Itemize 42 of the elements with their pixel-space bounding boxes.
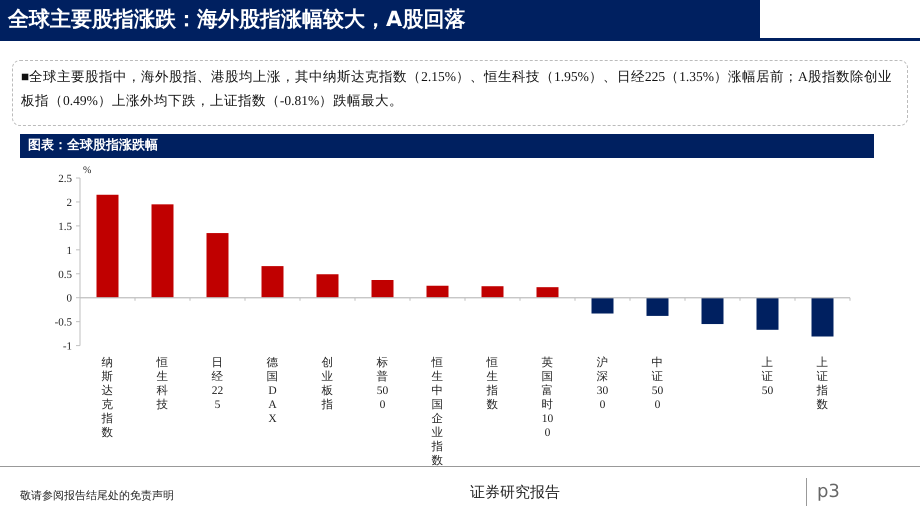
x-tick-label: 创业板指 [320,356,334,412]
bar [372,280,394,298]
bar [426,286,448,298]
bar [206,233,228,298]
y-tick-label: -1 [62,340,72,353]
x-tick-label: 上证50 [760,356,774,398]
x-tick-label: 恒生中国企业指数 [430,356,444,468]
x-tick-label: 上证指数 [816,356,830,412]
bar [316,274,338,298]
bar [756,298,778,330]
y-axis-title: % [83,165,92,176]
y-tick-label: 0.5 [58,268,72,281]
y-tick-label: 2.5 [58,173,72,185]
x-tick-label: 恒生指数 [486,356,500,412]
text: ■全球主要股指中，海外股指、港股均上涨，其中纳斯达克指数（2.15%）、恒生科技（1.95%）、日经225（1.35%）涨幅居前；A股指数除创业板指（0.49%）上涨外均下跌，上证指数（-0.81%）跌幅最大。 [12,60,908,126]
x-tick-label: 纳斯达克指数 [100,356,114,440]
x-tick-label: 英国富时100 [540,356,554,440]
bar [152,204,174,298]
x-tick-label: 日经225 [210,356,224,412]
bar [262,266,284,298]
y-tick-label: 1.5 [58,220,72,233]
x-tick-label: 标普500 [376,356,390,412]
text: p3 [806,478,840,506]
bar [702,298,724,324]
bar [482,286,504,298]
x-tick-label: 沪深300 [596,356,610,412]
bar [96,194,118,298]
y-tick-label: 0 [66,292,72,305]
x-tick-label: 德国DAX [266,356,280,426]
chart-subtitle: 图表：全球股指涨跌幅 [20,134,874,158]
bar [592,298,614,314]
y-tick-label: 2 [66,196,72,209]
text: 敬请参阅报告结尾处的免责声明 [20,488,174,503]
y-tick-label: -0.5 [54,316,72,329]
bar [812,298,834,336]
x-tick-label: 恒生科技 [156,356,170,412]
text: 证券研究报告 [470,484,560,502]
y-tick-label: 1 [66,244,72,257]
bar [646,298,668,316]
chart-title: 全球主要股指涨跌：海外股指涨幅较大，A股回落 [0,0,760,38]
bar [536,287,558,298]
x-tick-label: 中证500 [650,356,664,412]
